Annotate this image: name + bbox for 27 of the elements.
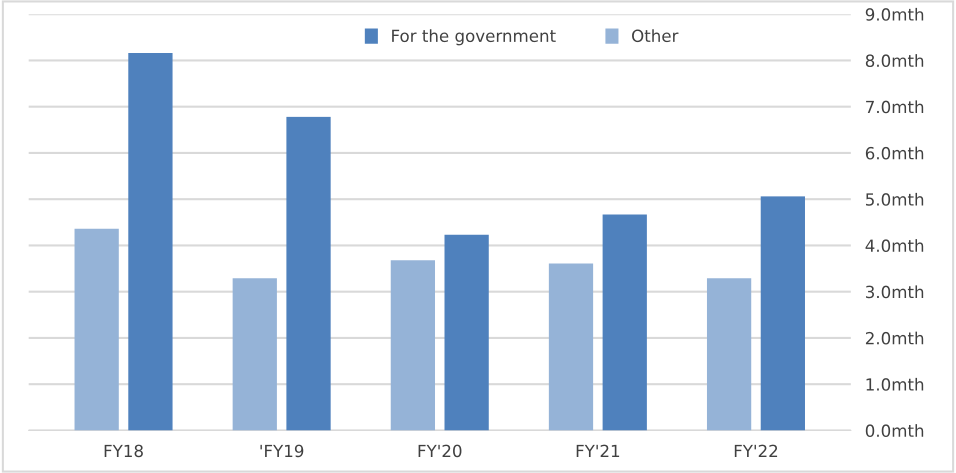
x-tick-label: FY'20 bbox=[418, 444, 462, 458]
y-tick-label: 6.0mth bbox=[866, 146, 924, 160]
bar bbox=[760, 196, 805, 430]
bar bbox=[128, 53, 173, 430]
y-tick-label: 1.0mth bbox=[866, 378, 924, 391]
x-tick-label: FY'22 bbox=[734, 444, 778, 457]
y-tick-label: 5.0mth bbox=[866, 192, 924, 206]
y-tick-label: 7.0mth bbox=[866, 100, 924, 114]
bar bbox=[548, 263, 594, 430]
bar bbox=[74, 228, 119, 430]
y-tick-label: 0.0mth bbox=[866, 424, 924, 437]
legend-label: Other bbox=[632, 29, 678, 42]
y-tick-label: 8.0mth bbox=[866, 54, 924, 68]
y-tick-label: 9.0mth bbox=[866, 8, 924, 21]
y-tick-label: 2.0mth bbox=[866, 332, 924, 344]
bar bbox=[706, 278, 752, 430]
y-tick-label: 4.0mth bbox=[866, 239, 924, 252]
bar bbox=[286, 116, 331, 430]
bar bbox=[390, 260, 436, 430]
y-tick-label: 3.0mth bbox=[866, 285, 924, 298]
x-tick-label: FY18 bbox=[104, 444, 143, 458]
bar bbox=[232, 278, 277, 430]
bar bbox=[602, 214, 647, 430]
x-tick-label: 'FY19 bbox=[260, 444, 304, 458]
legend-label: For the government bbox=[392, 29, 556, 46]
bar bbox=[444, 234, 489, 430]
x-tick-label: FY'21 bbox=[576, 444, 620, 457]
